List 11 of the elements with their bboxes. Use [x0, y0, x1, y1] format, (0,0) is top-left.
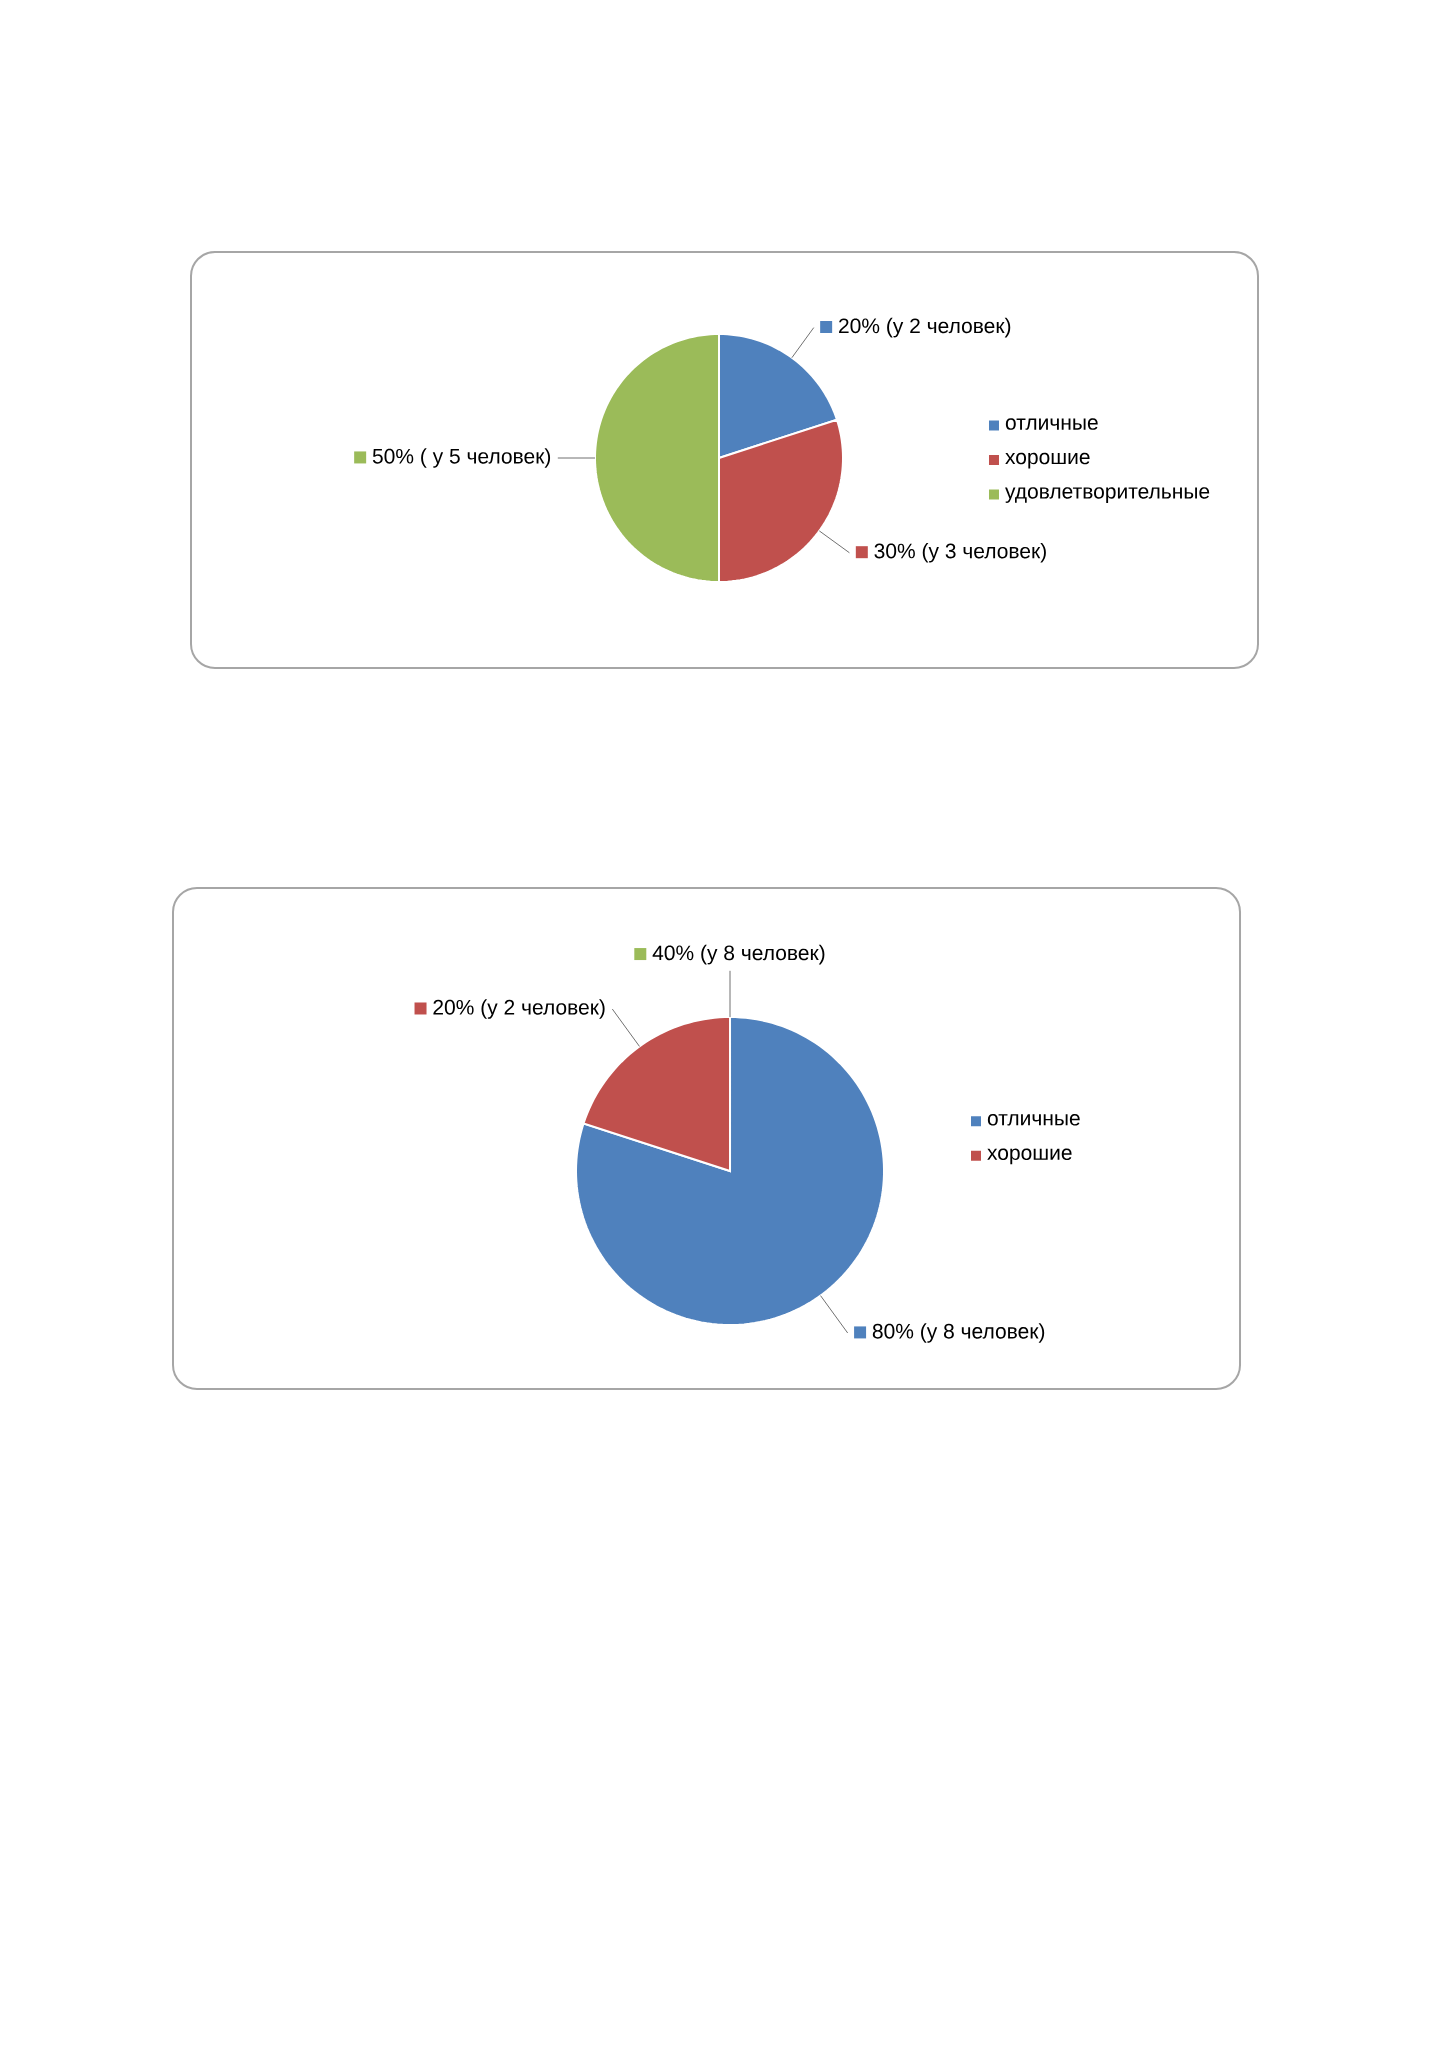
data-label: 20% (у 2 человек)	[433, 999, 605, 1019]
legend-label: хорошие	[1005, 452, 1090, 469]
legend-label: хорошие	[987, 1148, 1072, 1165]
data-label: 80% (у 8 человек)	[872, 1323, 1045, 1343]
legend-label: отличные	[987, 1114, 1080, 1126]
legend-label: удовлетворительные	[1005, 487, 1210, 503]
data-label: 30% (у 3 человек)	[874, 542, 1046, 563]
data-label: 50% ( у 5 человек)	[372, 448, 551, 468]
data-label: 20% (у 2 человек)	[839, 317, 1011, 338]
text: 40% (у 8 человек)	[652, 944, 825, 965]
legend-label: отличные	[1005, 418, 1098, 430]
